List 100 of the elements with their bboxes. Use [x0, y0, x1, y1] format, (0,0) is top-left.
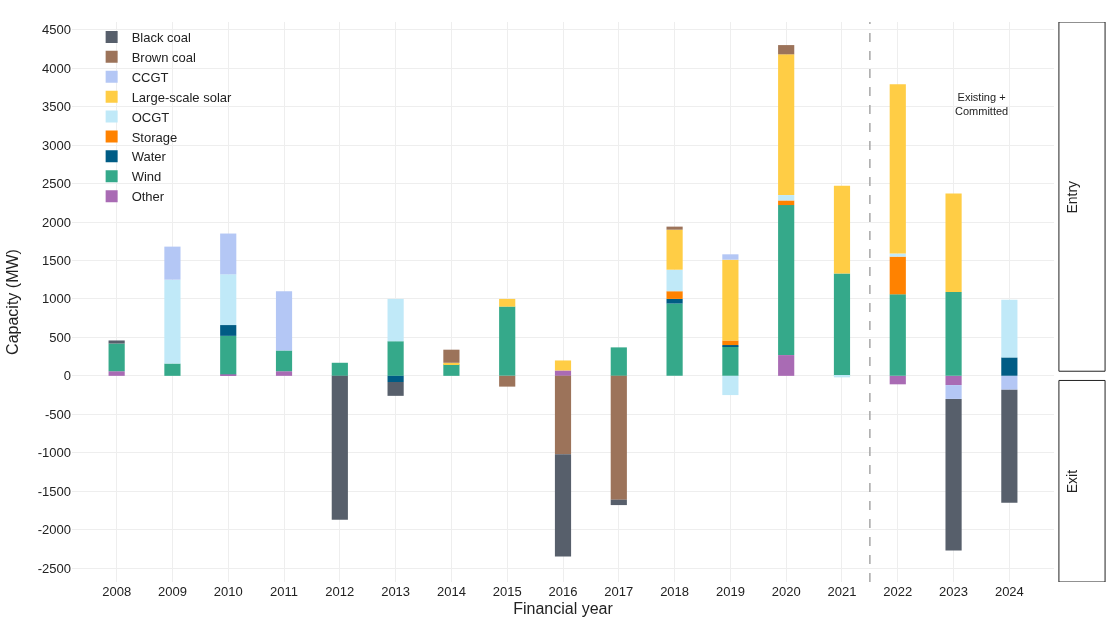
x-tick-label: 2019	[715, 584, 745, 599]
x-tick-label: 2018	[660, 584, 690, 599]
y-tick-label: 3500	[42, 99, 71, 115]
bar	[778, 45, 795, 55]
y-tick-label: 2500	[42, 176, 71, 192]
bar	[443, 364, 460, 376]
y-tick-label: 1000	[42, 291, 71, 307]
bar	[108, 340, 125, 344]
bar	[554, 360, 572, 371]
bar	[778, 195, 795, 201]
y-tick-label: -500	[44, 406, 71, 422]
bar	[666, 303, 683, 376]
x-tick-label: 2015	[492, 584, 522, 599]
bar	[554, 454, 572, 557]
bar	[220, 233, 237, 275]
bar	[722, 259, 739, 341]
bar	[1001, 389, 1018, 503]
y-tick-label: -2500	[37, 560, 71, 576]
bar	[443, 362, 460, 365]
text: Exit	[1063, 469, 1080, 494]
bar	[889, 294, 906, 376]
x-tick-label: 2010	[213, 584, 243, 599]
legend-label: Other	[131, 189, 165, 205]
bar	[331, 362, 348, 376]
x-tick-label: 2012	[325, 584, 355, 599]
y-tick-label: -2000	[37, 522, 71, 538]
legend-label: Storage	[131, 129, 178, 145]
bar	[666, 226, 683, 230]
bar	[387, 382, 404, 396]
y-axis-title: Capacity (MW)	[3, 249, 21, 355]
bar	[945, 292, 962, 376]
bar	[666, 291, 683, 299]
bar	[499, 306, 516, 376]
bar	[387, 298, 404, 342]
y-tick-label: 500	[49, 329, 71, 345]
text: Entry	[1064, 180, 1081, 214]
bar	[722, 375, 739, 396]
x-tick-label: 2011	[270, 584, 298, 599]
y-tick-label: 2000	[42, 214, 71, 230]
legend-label: Large-scale solar	[131, 89, 233, 105]
y-tick-label: -1500	[37, 483, 71, 499]
bar	[945, 398, 962, 551]
x-tick-label: 2014	[436, 584, 466, 599]
bar	[499, 375, 516, 387]
bar	[833, 273, 851, 376]
y-tick-label: 0	[63, 368, 71, 384]
bar	[833, 185, 851, 274]
bar	[945, 385, 962, 399]
bar	[554, 375, 572, 455]
bar	[499, 298, 516, 307]
bar	[164, 279, 181, 364]
legend-label: OCGT	[131, 109, 170, 125]
x-tick-label: 2021	[827, 584, 857, 599]
bar	[275, 291, 293, 351]
bar	[1001, 299, 1018, 358]
bar	[387, 375, 404, 382]
y-tick-label: -1000	[37, 445, 71, 461]
legend-label: Wind	[131, 169, 162, 185]
bar	[945, 193, 962, 292]
x-axis-title: Financial year	[513, 599, 614, 617]
bar	[554, 370, 572, 376]
y-tick-label: 3000	[42, 137, 71, 153]
x-tick-label: 2020	[771, 584, 801, 599]
annotation: Existing + Committed	[955, 91, 1009, 118]
bar	[945, 375, 962, 386]
y-tick-label: 4500	[42, 22, 71, 38]
bar	[778, 355, 795, 376]
bar	[610, 347, 627, 376]
bar	[722, 340, 739, 346]
bar	[164, 363, 181, 376]
bar	[275, 350, 293, 372]
legend-label: Water	[131, 149, 167, 165]
legend-label: Black coal	[131, 30, 191, 46]
x-tick-label: 2022	[883, 584, 913, 599]
bar	[666, 269, 683, 292]
bar	[610, 375, 627, 500]
bar	[387, 341, 404, 376]
bar	[610, 499, 627, 506]
x-tick-label: 2016	[548, 584, 578, 599]
bar	[722, 254, 739, 260]
bar	[722, 346, 739, 376]
bar	[1001, 357, 1018, 376]
legend-label: CCGT	[131, 69, 169, 85]
x-tick-label: 2024	[994, 584, 1024, 599]
bar	[889, 84, 906, 254]
bar	[666, 298, 683, 304]
bar	[443, 349, 460, 363]
x-tick-label: 2023	[939, 584, 969, 599]
bar	[1001, 375, 1018, 390]
bar	[889, 253, 906, 257]
bar	[164, 246, 181, 280]
bar	[220, 335, 237, 375]
x-tick-label: 2008	[102, 584, 132, 599]
bar	[778, 54, 795, 196]
bar	[889, 256, 906, 295]
bar	[889, 375, 906, 385]
bar	[108, 343, 125, 372]
bar	[778, 200, 795, 206]
bar	[666, 229, 683, 270]
x-tick-label: 2017	[604, 584, 634, 599]
